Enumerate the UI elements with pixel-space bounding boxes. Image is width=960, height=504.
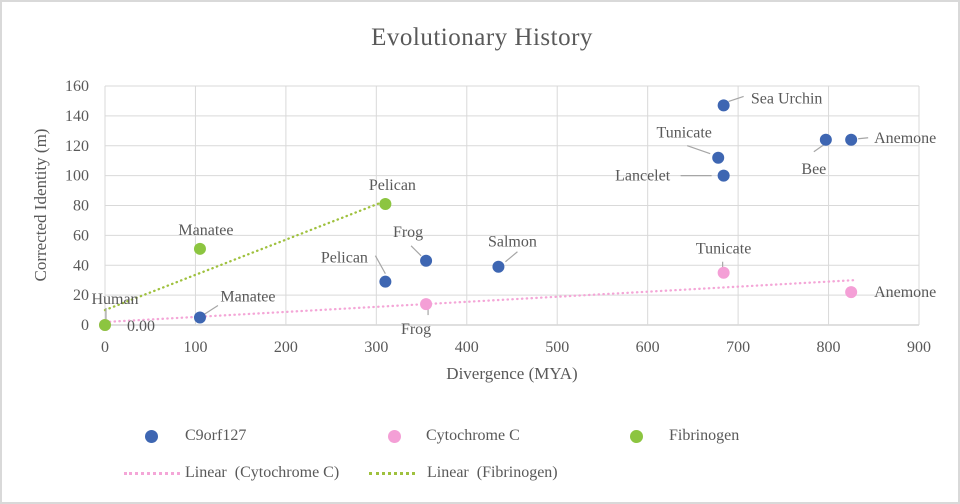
- y-tick-label: 60: [73, 227, 89, 244]
- legend-item-c9orf127: C9orf127: [145, 426, 246, 446]
- legend-label-linear-fibrinogen: Linear (Fibrinogen): [427, 464, 558, 481]
- legend-item-fibrinogen: Fibrinogen: [630, 426, 739, 446]
- point-label-salmon: Salmon: [488, 234, 537, 251]
- x-axis-title: Divergence (MYA): [446, 364, 578, 383]
- point-label-0-00: 0.00: [127, 318, 155, 335]
- y-tick-label: 80: [73, 198, 89, 215]
- x-tick-label: 500: [545, 339, 569, 356]
- legend-label-cytochrome-c: Cytochrome C: [426, 427, 520, 444]
- data-point-c9orf127-tunicate: [712, 151, 725, 164]
- point-label-pelican: Pelican: [321, 250, 368, 267]
- leader-line-salmon: [505, 251, 518, 263]
- data-point-fibrinogen-manatee: [193, 242, 206, 255]
- data-point-cytochrome-c-frog: [420, 298, 433, 311]
- data-point-c9orf127-frog: [420, 254, 433, 267]
- data-point-c9orf127-salmon: [492, 260, 505, 273]
- legend-label-fibrinogen: Fibrinogen: [669, 427, 740, 444]
- x-tick-label: 300: [364, 339, 388, 356]
- y-tick-label: 140: [65, 108, 89, 125]
- y-tick-label: 160: [65, 78, 89, 95]
- linear-fibrinogen-line-icon: [369, 471, 415, 475]
- leader-line-pelican: [374, 255, 386, 274]
- data-point-cytochrome-c-anemone: [845, 286, 858, 299]
- trendline-linear-cytochrome-c: [103, 279, 856, 324]
- leader-line-sea-urchin: [728, 95, 744, 102]
- data-point-c9orf127-anemone: [845, 133, 858, 146]
- data-point-c9orf127-pelican: [379, 275, 392, 288]
- point-label-frog: Frog: [401, 321, 431, 338]
- x-tick-label: 800: [817, 339, 841, 356]
- cytochrome-c-marker-icon: [388, 429, 401, 443]
- legend-label-c9orf127: C9orf127: [185, 427, 247, 444]
- y-tick-label: 100: [65, 168, 89, 185]
- y-tick-label: 20: [73, 287, 89, 304]
- point-label-human: Human: [91, 291, 138, 308]
- point-label-sea-urchin: Sea Urchin: [751, 90, 823, 107]
- x-tick-label: 400: [455, 339, 479, 356]
- point-label-tunicate: Tunicate: [696, 241, 751, 258]
- data-point-fibrinogen-pelican: [379, 198, 392, 211]
- y-tick-label: 40: [73, 257, 89, 274]
- x-tick-label: 200: [274, 339, 298, 356]
- y-tick-label: 0: [81, 317, 89, 334]
- leader-line-bee: [813, 144, 825, 153]
- x-tick-label: 600: [636, 339, 660, 356]
- data-point-c9orf127-manatee: [193, 311, 206, 324]
- leader-line-tunicate: [687, 145, 711, 155]
- x-tick-label: 700: [726, 339, 750, 356]
- linear-cytochrome-c-line-icon: [124, 471, 180, 475]
- point-label-pelican: Pelican: [369, 177, 416, 194]
- leader-line-anemone: [858, 137, 869, 140]
- data-point-c9orf127-bee: [819, 133, 832, 146]
- x-tick-label: 100: [183, 339, 207, 356]
- x-tick-label: 900: [907, 339, 931, 356]
- legend-label-linear-cytochrome-c: Linear (Cytochrome C): [185, 464, 340, 481]
- leader-line-manatee: [203, 305, 219, 316]
- point-label-frog: Frog: [393, 224, 423, 241]
- chart-title: Evolutionary History: [371, 24, 593, 51]
- point-label-tunicate: Tunicate: [657, 125, 712, 142]
- point-label-anemone: Anemone: [874, 284, 936, 301]
- data-point-c9orf127-sea-urchin: [717, 99, 730, 112]
- legend-item-cytochrome-c: Cytochrome C: [388, 426, 520, 446]
- x-tick-label: 0: [101, 339, 109, 356]
- trendline-linear-fibrinogen: [103, 198, 391, 312]
- point-label-lancelet: Lancelet: [615, 168, 671, 185]
- data-point-c9orf127-lancelet: [717, 169, 730, 182]
- leader-line-frog: [410, 245, 422, 257]
- y-tick-label: 120: [65, 138, 89, 155]
- data-point-fibrinogen-human: [99, 319, 111, 331]
- c9orf127-marker-icon: [145, 429, 158, 443]
- point-label-bee: Bee: [801, 161, 826, 178]
- fibrinogen-marker-icon: [630, 429, 643, 443]
- legend-item-linear-fibrinogen: Linear (Fibrinogen): [369, 463, 558, 483]
- legend-item-linear-cytochrome-c: Linear (Cytochrome C): [124, 463, 339, 483]
- point-label-manatee: Manatee: [220, 289, 275, 306]
- point-label-anemone: Anemone: [874, 130, 936, 147]
- data-point-cytochrome-c-tunicate: [717, 266, 730, 279]
- point-label-manatee: Manatee: [178, 222, 233, 239]
